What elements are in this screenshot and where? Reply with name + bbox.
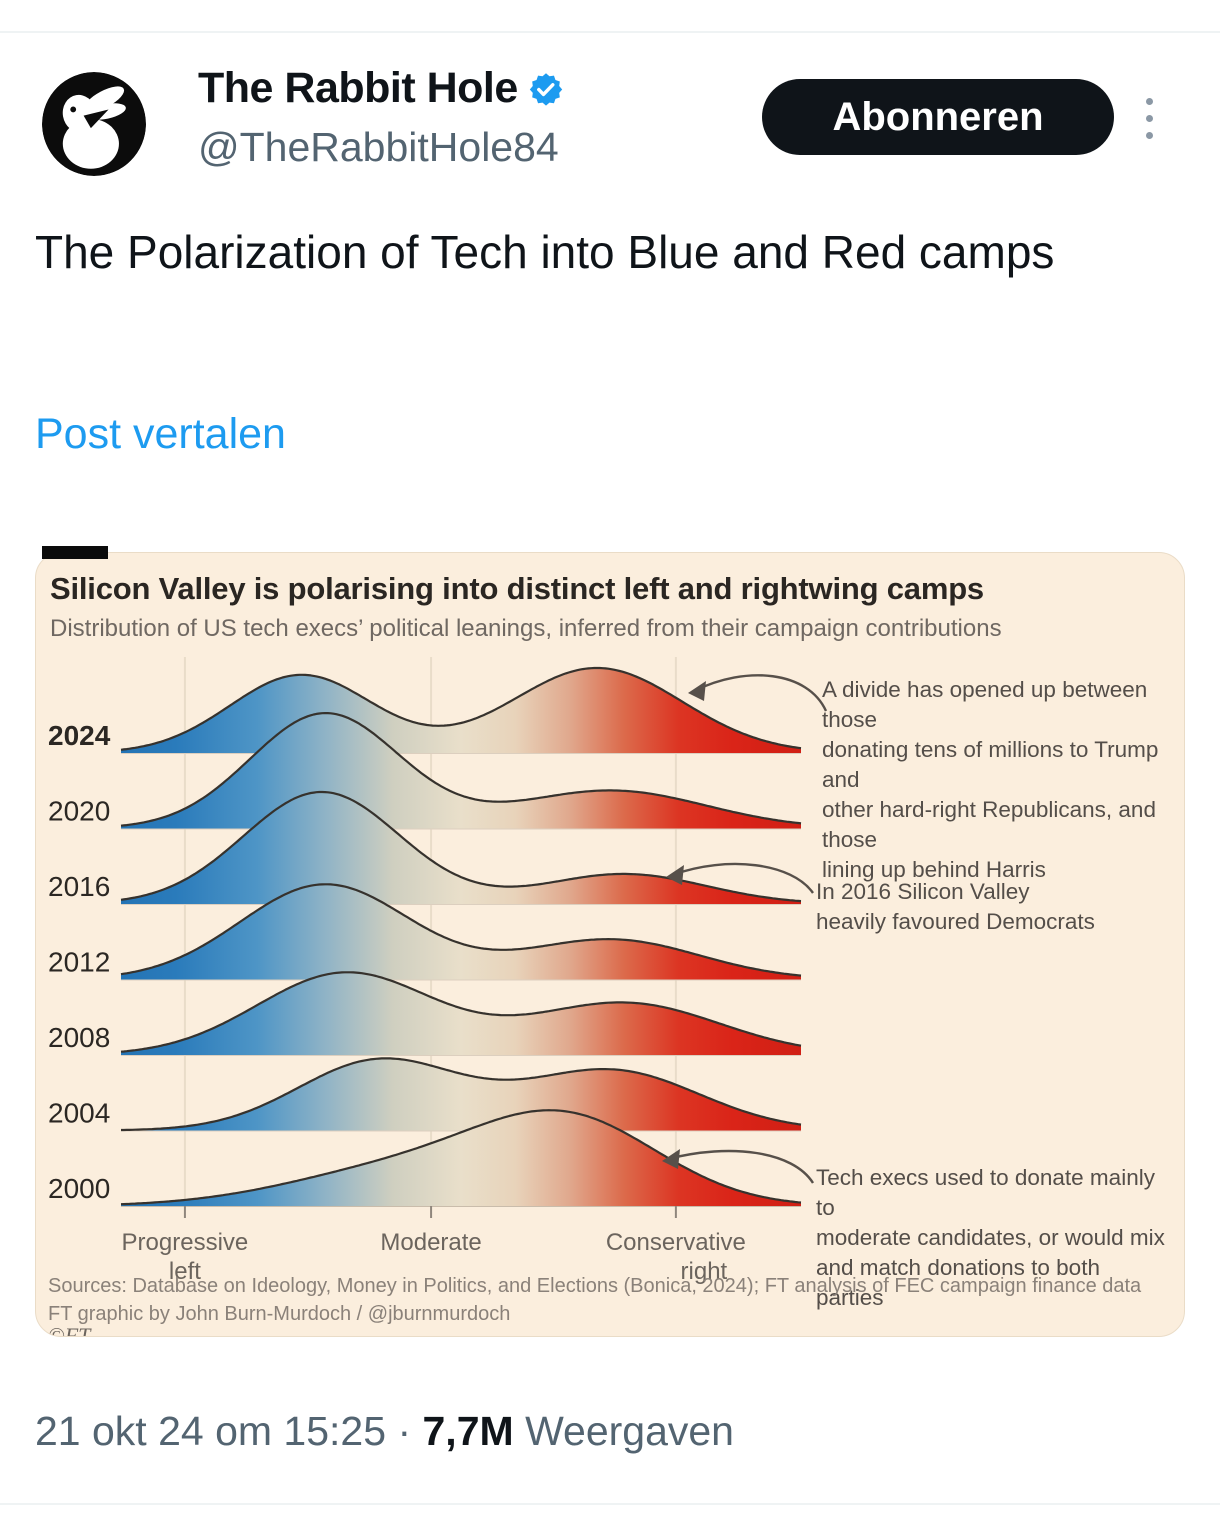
display-name[interactable]: The Rabbit Hole	[198, 64, 518, 112]
ridgeline-chart: 2024 2020 2016 2012 2008 2004 2000 Progressivel…	[48, 657, 802, 1285]
svg-text:2000: 2000	[48, 1173, 110, 1204]
dot	[1146, 132, 1153, 139]
svg-text:2024: 2024	[48, 720, 111, 751]
user-handle[interactable]: @TheRabbitHole84	[198, 124, 559, 170]
views-count: 7,7M	[422, 1408, 514, 1454]
svg-text:Progressive: Progressive	[122, 1229, 249, 1256]
name-row: The Rabbit Hole	[198, 64, 564, 113]
svg-text:left: left	[169, 1258, 201, 1285]
separator: ·	[397, 1408, 412, 1454]
svg-text:Moderate: Moderate	[380, 1229, 481, 1256]
svg-text:right: right	[681, 1258, 728, 1285]
dot	[1146, 98, 1153, 105]
chart-image-card[interactable]: 2024 2020 2016 2012 2008 2004 2000 Progressive l…	[35, 552, 1185, 1337]
verified-badge-icon	[529, 72, 562, 106]
svg-text:2016: 2016	[48, 871, 110, 902]
views-label: Weergaven	[525, 1408, 734, 1454]
top-divider	[0, 31, 1220, 33]
more-menu-icon[interactable]	[1146, 98, 1153, 139]
annotation-2000: Tech execs used to donate mainly to mode…	[816, 1165, 1165, 1310]
avatar[interactable]	[42, 72, 146, 176]
svg-text:2012: 2012	[48, 947, 110, 978]
svg-text:2020: 2020	[48, 796, 110, 827]
chart-subtitle: Distribution of US tech execs’ political…	[50, 615, 1002, 642]
tweet-footer: 21 okt 24 om 15:25 · 7,7M Weergaven	[35, 1408, 734, 1455]
bottom-divider	[0, 1503, 1220, 1505]
annotation-2024: A divide has opened up between those don…	[822, 677, 1159, 882]
sources-line: Sources: Database on Ideology, Money in …	[48, 1275, 1142, 1297]
svg-text:Conservative: Conservative	[606, 1229, 746, 1256]
card-top-tab	[42, 546, 108, 559]
svg-text:2008: 2008	[48, 1022, 110, 1053]
rabbit-logo-icon	[42, 72, 146, 176]
translate-post-link[interactable]: Post vertalen	[35, 410, 286, 458]
dot	[1146, 115, 1153, 122]
credit-line: FT graphic by John Burn-Murdoch / @jburn…	[48, 1303, 511, 1325]
annotation-2016: In 2016 Silicon Valley heavily favoured …	[816, 879, 1095, 934]
chart-title: Silicon Valley is polarising into distin…	[50, 571, 984, 606]
ft-brand-mark: ©FT	[48, 1323, 91, 1337]
subscribe-button[interactable]: Abonneren	[762, 79, 1114, 155]
timestamp: 21 okt 24 om 15:25	[35, 1408, 387, 1454]
svg-text:2004: 2004	[48, 1098, 110, 1129]
tweet-text: The Polarization of Tech into Blue and R…	[35, 226, 1055, 278]
